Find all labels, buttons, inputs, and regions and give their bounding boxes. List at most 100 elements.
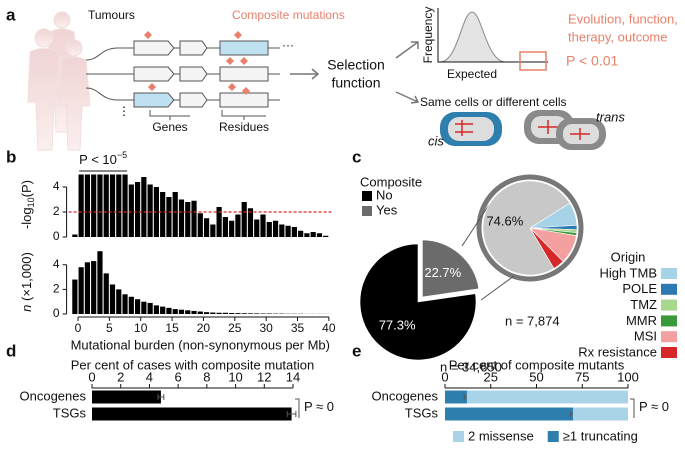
bar [216,312,222,314]
x-tick-label: 75 [575,369,589,384]
legend-label: 2 missense [468,428,534,443]
bar-segment [445,407,574,421]
bar [279,224,285,237]
legend-swatch [661,347,677,358]
y-tick-label: 2 [53,282,60,296]
bar [72,279,78,314]
bar [203,218,210,237]
pie-slice [482,180,571,276]
legend-label: MMR [626,313,657,328]
x-tick-label: 25 [484,369,498,384]
bar [147,184,153,237]
bar [78,267,84,314]
bar [122,174,128,237]
bar [191,200,197,237]
bar [310,232,316,237]
bar [260,214,266,237]
bar [298,230,304,237]
bar [247,313,254,314]
panel-label: e [352,341,361,360]
bar [210,224,216,237]
legend-label: High TMB [599,265,657,280]
y-axis-label: -log10(P) [19,180,36,229]
x-tick-label: 25 [228,321,242,335]
legend-label: ≥1 truncating [563,428,638,443]
x-axis-label: Mutational burden (non-synonymous per Mb… [71,337,330,352]
bar [128,184,134,237]
x-tick-label: 15 [165,321,179,335]
bar [147,302,153,314]
mutation-diamonds [144,31,250,95]
legend-label: No [376,187,393,202]
residues-label: Residues [219,120,269,134]
x-tick-label: 0 [88,369,95,384]
x-tick-label: 5 [106,321,113,335]
connector [461,204,490,247]
gene-rows [85,40,280,108]
frequency-label: Frequency [421,7,435,64]
value-label: 74.6% [486,213,523,228]
bar [92,390,161,404]
bar [116,174,122,237]
composite-mutations-label: Composite mutations [232,8,345,22]
bar [160,192,166,237]
annotation: n = 7,874 [505,313,560,328]
bar [229,220,235,237]
expected-label: Expected [447,67,497,81]
legend-swatch [362,191,372,201]
outcome-label: therapy, outcome [568,29,667,44]
panel-label: b [6,147,16,166]
bar [97,251,103,314]
vertical-ellipsis: ⋮ [118,104,130,118]
chart-title: Per cent of composite mutants [449,357,625,372]
x-tick-label: 0 [75,321,82,335]
bar [285,225,291,237]
bar [254,313,260,314]
bar [103,273,109,314]
bar [84,174,91,237]
y-tick-label: 0 [53,306,60,320]
annotation-bracket [295,398,300,418]
y-axis-label-part: (×1,000) [19,252,34,304]
tumours-label: Tumours [88,8,135,22]
bar [222,312,228,314]
bar [172,192,178,237]
x-tick-label: 2 [117,369,124,384]
bar [272,220,279,237]
frequency-axes [437,8,548,63]
annotation-sup: −5 [117,150,127,160]
bar [141,301,147,314]
y-tick-label: Oncogenes [20,388,87,403]
bar [197,311,203,314]
legend-title: Composite [360,174,422,189]
y-tick-label: Oncogenes [372,388,439,403]
bar [210,312,216,314]
legend-label: MSI [634,329,657,344]
y-tick-label: 4 [53,257,60,271]
x-tick-label: 14 [286,369,300,384]
cells-label: Same cells or different cells [420,95,567,109]
y-tick-label: 0 [53,229,60,243]
bar [304,233,310,237]
bar [316,233,323,237]
annotation: P < 10−5 [79,150,127,167]
bar [78,174,84,237]
legend-swatch [661,268,677,279]
bar [141,177,147,237]
legend-swatch [661,331,677,343]
trans-cells [524,110,606,150]
expected-curve [439,11,507,63]
x-tick-label: 40 [322,321,336,335]
legend-swatch [661,315,677,327]
bar [153,305,159,314]
bar [291,227,297,237]
ellipsis: ··· [282,38,294,52]
y-axis-label-part: 10 [26,197,36,207]
genes-label: Genes [152,120,187,134]
brackets [149,110,266,120]
selection-label: Selection [327,57,385,73]
bar [109,284,116,314]
bar [191,310,197,314]
annotation: n = 34,650 [440,359,502,374]
x-tick-label: 6 [175,369,182,384]
